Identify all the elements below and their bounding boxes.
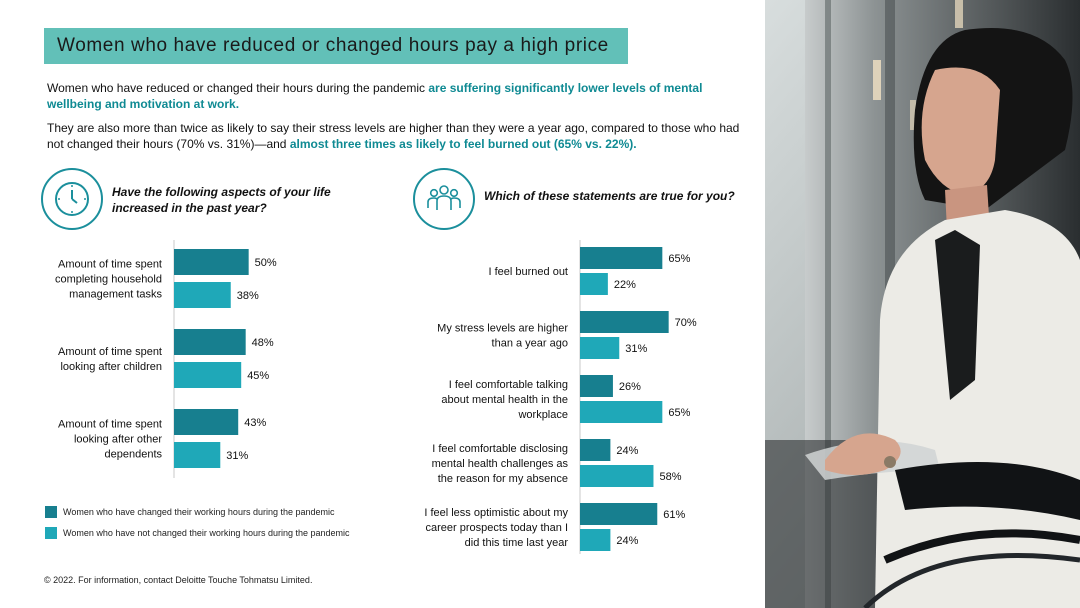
category-label-line: Amount of time spent bbox=[58, 346, 162, 358]
bar-changed-4 bbox=[580, 503, 658, 525]
bar-changed-0 bbox=[174, 249, 249, 275]
intro-paragraph-2: They are also more than twice as likely … bbox=[47, 120, 747, 152]
data-label-not-changed-2: 31% bbox=[226, 450, 248, 462]
legend-label-changed: Women who have changed their working hou… bbox=[63, 507, 335, 517]
category-label-line: about mental health in the bbox=[441, 394, 568, 406]
title-banner: Women who have reduced or changed hours … bbox=[44, 28, 628, 64]
category-label-line: mental health challenges as bbox=[432, 458, 569, 470]
page-title: Women who have reduced or changed hours … bbox=[57, 35, 609, 56]
category-label-line: career prospects today than I bbox=[426, 522, 568, 534]
data-label-changed-4: 61% bbox=[663, 509, 685, 521]
bar-changed-2 bbox=[580, 375, 613, 397]
legend-label-not-changed: Women who have not changed their working… bbox=[63, 528, 350, 538]
woman-photo bbox=[765, 0, 1080, 608]
intro-2-highlight: almost three times as likely to feel bur… bbox=[289, 137, 637, 151]
people-group-icon bbox=[413, 168, 475, 230]
data-label-not-changed-0: 38% bbox=[237, 290, 259, 302]
bar-not-changed-2 bbox=[580, 401, 663, 423]
category-label-line: I feel less optimistic about my bbox=[424, 507, 568, 519]
intro-1-text: Women who have reduced or changed their … bbox=[47, 81, 429, 95]
category-label-3: I feel comfortable disclosing mental heal… bbox=[432, 443, 569, 485]
bar-changed-1 bbox=[580, 311, 669, 333]
bar-not-changed-0 bbox=[174, 282, 231, 308]
category-label-line: dependents bbox=[105, 449, 163, 461]
category-label-line: Amount of time spent bbox=[58, 259, 162, 271]
category-label-line: My stress levels are higher bbox=[437, 323, 568, 335]
data-label-not-changed-2: 65% bbox=[668, 407, 690, 419]
bar-not-changed-2 bbox=[174, 442, 221, 468]
bar-changed-0 bbox=[580, 247, 663, 269]
category-label-line: than a year ago bbox=[492, 338, 568, 350]
data-label-changed-1: 70% bbox=[675, 317, 697, 329]
category-label-2: Amount of time spent looking after other d… bbox=[58, 419, 162, 461]
right-bar-chart: 65% 22% I feel burned out 70% 31% My stress l… bbox=[424, 240, 697, 554]
category-label-line: I feel comfortable disclosing bbox=[432, 443, 568, 455]
bar-not-changed-1 bbox=[174, 362, 242, 388]
data-label-not-changed-0: 22% bbox=[614, 279, 636, 291]
intro-paragraph-1: Women who have reduced or changed their … bbox=[47, 80, 747, 112]
category-label-line: completing household bbox=[55, 274, 162, 286]
data-label-not-changed-3: 58% bbox=[659, 471, 681, 483]
bar-not-changed-3 bbox=[580, 465, 654, 487]
category-label-line: I feel burned out bbox=[488, 266, 568, 278]
category-label-line: did this time last year bbox=[465, 537, 569, 549]
left-bar-chart: 50% 38% Amount of time spent completing hou… bbox=[55, 240, 277, 478]
intro-2-text: They are also more than twice as likely … bbox=[47, 121, 740, 151]
bar-not-changed-4 bbox=[580, 529, 611, 551]
data-label-changed-2: 43% bbox=[244, 417, 266, 429]
bar-changed-3 bbox=[580, 439, 611, 461]
category-label-2: I feel comfortable talking about mental h… bbox=[441, 379, 568, 421]
data-label-not-changed-4: 24% bbox=[616, 535, 638, 547]
data-label-changed-0: 65% bbox=[668, 253, 690, 265]
category-label-line: management tasks bbox=[69, 289, 162, 301]
category-label-line: the reason for my absence bbox=[438, 473, 568, 485]
data-label-changed-0: 50% bbox=[255, 257, 277, 269]
data-label-changed-3: 24% bbox=[616, 445, 638, 457]
category-label-0: I feel burned out bbox=[488, 266, 568, 278]
category-label-line: workplace bbox=[517, 409, 568, 421]
footer-copyright: © 2022. For information, contact Deloitt… bbox=[44, 575, 313, 585]
clock-icon bbox=[41, 168, 103, 230]
category-label-4: I feel less optimistic about my career pr… bbox=[424, 507, 568, 549]
category-label-line: looking after other bbox=[74, 434, 162, 446]
category-label-line: Amount of time spent bbox=[58, 419, 162, 431]
category-label-1: Amount of time spent looking after childr… bbox=[58, 346, 162, 373]
category-label-line: I feel comfortable talking bbox=[449, 379, 568, 391]
bar-changed-2 bbox=[174, 409, 239, 435]
legend-swatch-changed bbox=[45, 506, 57, 518]
category-label-line: looking after children bbox=[60, 361, 162, 373]
data-label-not-changed-1: 31% bbox=[625, 343, 647, 355]
data-label-not-changed-1: 45% bbox=[247, 370, 269, 382]
category-label-0: Amount of time spent completing household… bbox=[55, 259, 163, 301]
bar-not-changed-1 bbox=[580, 337, 620, 359]
intro-1-highlight: are suffering significantly lower levels… bbox=[47, 81, 703, 111]
left-chart-title: Have the following aspects of your life … bbox=[112, 185, 331, 215]
bar-not-changed-0 bbox=[580, 273, 608, 295]
data-label-changed-2: 26% bbox=[619, 381, 641, 393]
legend-swatch-not-changed bbox=[45, 527, 57, 539]
category-label-1: My stress levels are higher than a year a… bbox=[437, 323, 568, 350]
bar-changed-1 bbox=[174, 329, 246, 355]
right-chart-title: Which of these statements are true for y… bbox=[484, 189, 735, 203]
data-label-changed-1: 48% bbox=[252, 337, 274, 349]
